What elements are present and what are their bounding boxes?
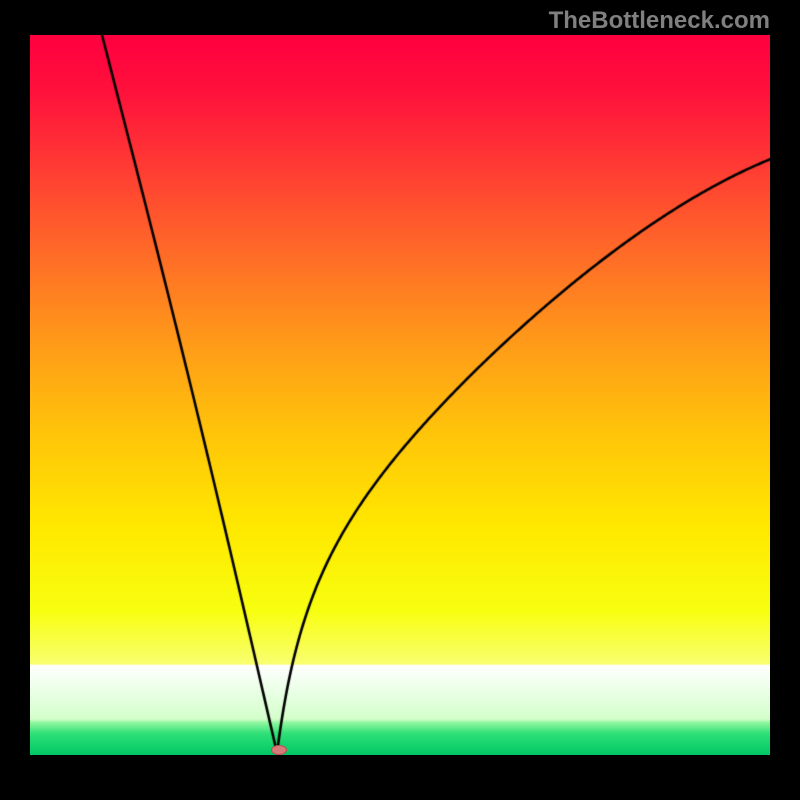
watermark-text: TheBottleneck.com: [549, 7, 770, 35]
chart-stage: TheBottleneck.com: [0, 0, 800, 800]
plot-area: [30, 35, 770, 755]
bottleneck-curve: [30, 35, 770, 755]
minimum-marker: [271, 745, 287, 755]
